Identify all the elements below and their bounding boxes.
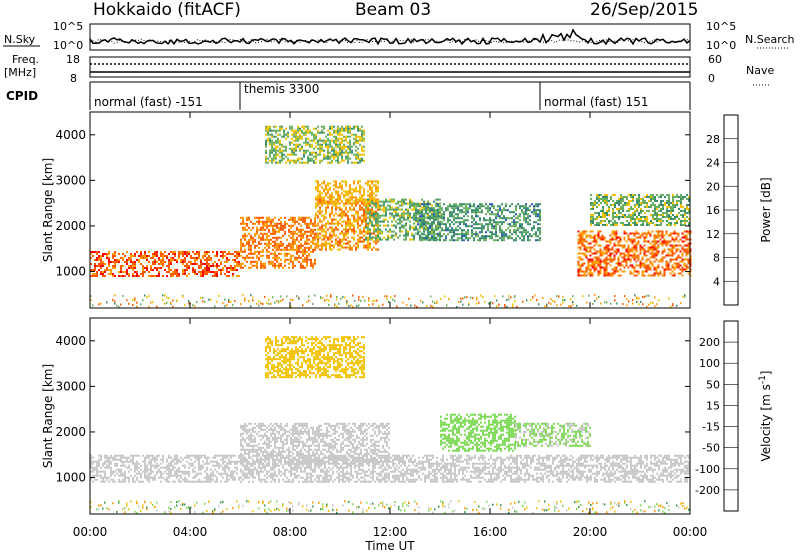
freq-tick-low: 8 — [70, 72, 77, 85]
cpid-segment-1: normal (fast) -151 — [94, 95, 203, 109]
x-tick-label: 12:00 — [373, 525, 408, 539]
velocity-panel: 1000 2000 3000 4000 Slant Range [km] 200 100… — [41, 317, 773, 515]
velocity-echo-band — [90, 454, 690, 483]
colorbar-tick-label: -50 — [702, 442, 720, 455]
x-tick-label: 16:00 — [473, 525, 508, 539]
colorbar-tick-label: 12 — [706, 228, 720, 241]
colorbar-tick-label: 24 — [706, 157, 720, 170]
velocity-echo-band — [440, 413, 516, 452]
nave-tick-high: 60 — [708, 53, 722, 66]
x-tick-label: 08:00 — [273, 525, 308, 539]
y-tick-label: 3000 — [55, 379, 86, 393]
power-colorbar-label: Power [dB] — [759, 177, 773, 242]
velocity-colorbar: 200 100 50 15 -15 -50 -100 -200 — [695, 320, 739, 512]
freq-label: Freq. — [12, 53, 39, 66]
freq-panel: Freq. [MHz] 18 8 60 0 Nave — [4, 53, 774, 86]
noise-search-trace — [89, 38, 691, 44]
station-title: Hokkaido (fitACF) — [93, 0, 241, 20]
velocity-echo-band — [265, 336, 365, 379]
y-tick-label: 1000 — [55, 471, 86, 485]
power-echo-band — [240, 216, 316, 269]
nsearch-tick-high: 10^5 — [706, 20, 736, 33]
velocity-colorbar-label: Velocity [m s-1] — [758, 371, 773, 462]
nsearch-label: N.Search — [745, 33, 795, 46]
colorbar-tick-label: 4 — [713, 275, 720, 288]
y-tick-label: 3000 — [55, 173, 86, 187]
colorbar-tick-label: 20 — [706, 180, 720, 193]
freq-unit: [MHz] — [4, 66, 36, 79]
power-echo-band — [365, 198, 441, 241]
y-tick-label: 4000 — [55, 128, 86, 142]
freq-tick-high: 18 — [66, 53, 80, 66]
velocity-near-range-echoes — [90, 500, 690, 514]
power-near-range-echoes — [90, 294, 686, 308]
power-echo-band — [590, 194, 690, 226]
time-axis-label: Time UT — [364, 539, 415, 553]
cpid-segment-2: themis 3300 — [244, 82, 319, 96]
nsky-tick-low: 10^0 — [53, 39, 83, 52]
colorbar-tick-label: -200 — [695, 484, 720, 497]
colorbar-tick-label: -100 — [695, 463, 720, 476]
colorbar-frame — [723, 320, 739, 512]
colorbar-tick-label: 200 — [699, 336, 720, 349]
x-tick-label: 20:00 — [573, 525, 608, 539]
time-axis: 00:00 04:00 08:00 12:00 16:00 20:00 00:00 — [73, 525, 708, 539]
nsky-label: N.Sky — [4, 33, 36, 46]
colorbar-tick-label: 28 — [706, 133, 720, 146]
x-tick-label: 04:00 — [173, 525, 208, 539]
colorbar-tick-label: 50 — [706, 378, 720, 391]
power-panel: 1000 2000 3000 4000 Slant Range [km] 28 24 20… — [41, 111, 773, 309]
cpid-segment-3: normal (fast) 151 — [544, 95, 648, 109]
nave-tick-low: 0 — [708, 72, 715, 85]
x-tick-label: 00:00 — [73, 525, 108, 539]
y-tick-label: 4000 — [55, 334, 86, 348]
velocity-echo-cells — [90, 336, 690, 514]
colorbar-tick-label: -15 — [702, 421, 720, 434]
power-echo-band — [577, 230, 692, 277]
cpid-panel: CPID normal (fast) -151 themis 3300 norm… — [6, 81, 691, 110]
power-echo-band — [415, 203, 541, 242]
power-colorbar: 28 24 20 16 12 8 4 — [706, 114, 739, 306]
noise-panel: N.Sky 10^5 10^0 10^5 10^0 N.Search — [3, 20, 795, 52]
y-tick-label: 1000 — [55, 265, 86, 279]
power-ylabel: Slant Range [km] — [41, 158, 55, 262]
power-echo-band — [90, 251, 240, 277]
colorbar-tick-label: 8 — [713, 252, 720, 265]
nsky-tick-high: 10^5 — [53, 20, 83, 33]
nsearch-tick-low: 10^0 — [706, 39, 736, 52]
y-tick-label: 2000 — [55, 219, 86, 233]
x-tick-label: 00:00 — [673, 525, 708, 539]
cpid-label: CPID — [6, 89, 38, 103]
noise-sky-trace — [89, 28, 691, 46]
beam-title: Beam 03 — [355, 0, 431, 20]
date-title: 26/Sep/2015 — [590, 0, 698, 20]
colorbar-tick-label: 16 — [706, 204, 720, 217]
power-echo-band — [315, 180, 379, 205]
power-echo-cells — [90, 125, 692, 308]
colorbar-tick-label: 100 — [699, 357, 720, 370]
velocity-ylabel: Slant Range [km] — [41, 364, 55, 468]
y-tick-label: 2000 — [55, 425, 86, 439]
velocity-echo-band — [515, 422, 591, 447]
power-echo-band — [265, 125, 365, 164]
velocity-echo-band — [240, 422, 390, 465]
nave-label: Nave — [746, 64, 774, 77]
colorbar-tick-label: 15 — [706, 399, 720, 412]
